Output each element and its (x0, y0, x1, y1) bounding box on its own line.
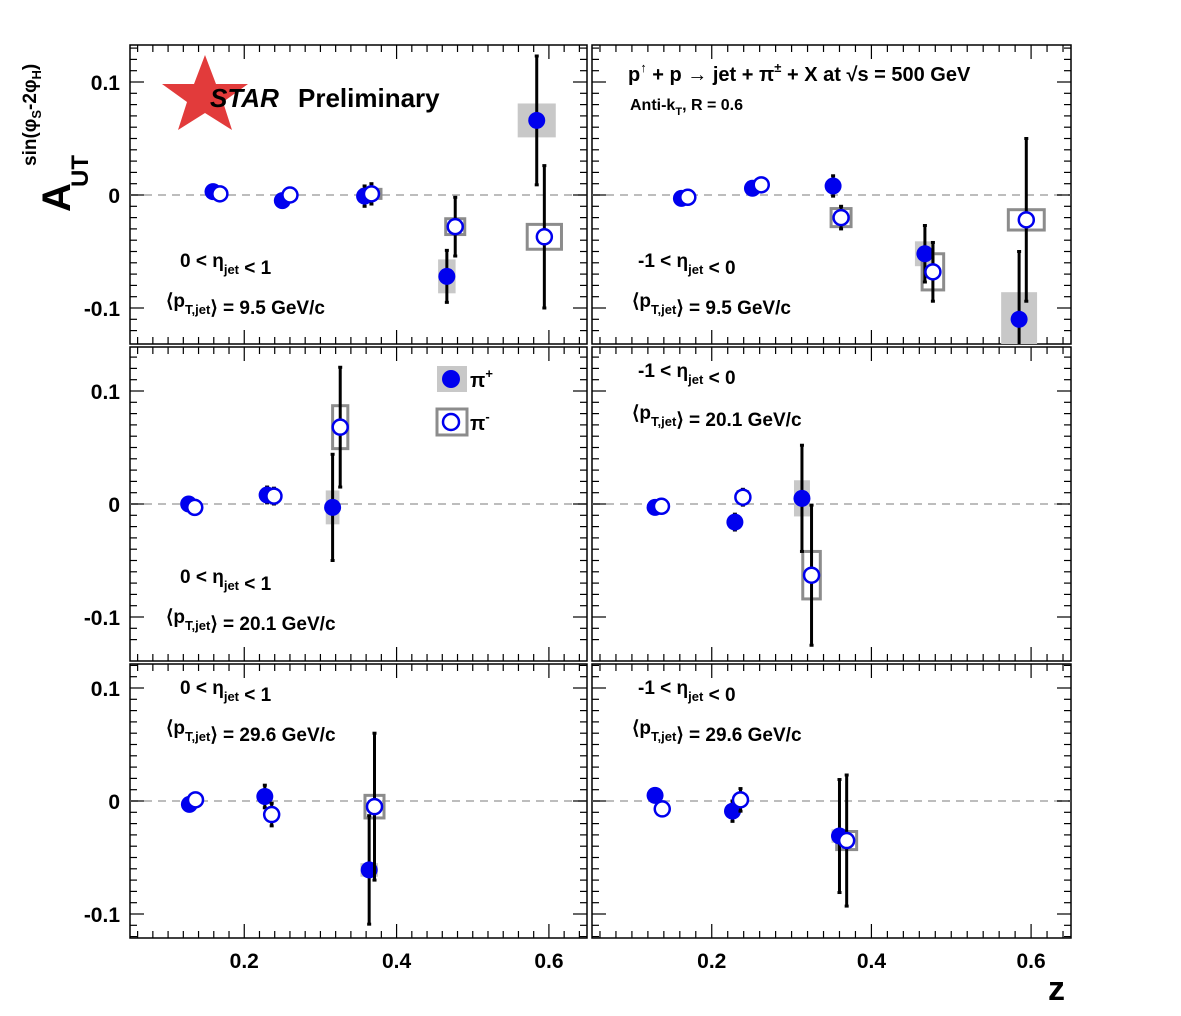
x-tick-label: 0.6 (534, 950, 563, 973)
point-pi-minus (679, 188, 697, 207)
point-pi-plus (324, 498, 342, 516)
pt-label: ⟨pT,jet⟩ = 29.6 GeV/c (166, 718, 336, 746)
panel-2-0: -0.1 0 0.1 0.2 0.4 0.6 0 < ηjet < 1 ⟨pT,jet⟩ = … (84, 663, 588, 973)
eta-range-label: 0 < ηjet < 1 (180, 251, 272, 279)
x-tick-label: 0.6 (1016, 950, 1045, 973)
eta-range-label: 0 < ηjet < 1 (180, 567, 272, 595)
point-pi-minus (535, 228, 554, 246)
y-tick-label: 0.1 (91, 72, 121, 95)
star-preliminary-watermark: STAR Preliminary (162, 55, 440, 130)
point-pi-minus (185, 498, 204, 517)
x-tick-label: 0.2 (230, 950, 259, 973)
point-pi-minus (652, 497, 671, 516)
point-pi-plus (793, 489, 811, 507)
y-axis-title: A UT sin(φS-2φH) (20, 64, 94, 212)
eta-range-label: -1 < ηjet < 0 (638, 678, 736, 706)
star-logo-icon (162, 55, 248, 130)
point-pi-minus (802, 566, 821, 584)
data-group (180, 365, 350, 562)
point-pi-plus (256, 787, 274, 805)
pt-label: ⟨pT,jet⟩ = 20.1 GeV/c (166, 607, 336, 635)
data-group (646, 443, 822, 647)
point-pi-minus (362, 185, 381, 203)
point-pi-plus (916, 245, 934, 263)
y-tick-label: 0 (108, 791, 120, 814)
point-pi-minus (186, 791, 205, 809)
point-pi-minus (752, 176, 770, 194)
point-pi-minus (924, 263, 942, 281)
eta-range-label: -1 < ηjet < 0 (638, 361, 736, 389)
point-pi-minus (211, 185, 229, 203)
point-pi-plus (1010, 310, 1028, 328)
point-pi-plus (726, 513, 744, 531)
point-pi-minus (265, 487, 283, 505)
eta-range-label: -1 < ηjet < 0 (638, 251, 736, 279)
svg-text:A: A (35, 183, 79, 212)
y-tick-label: 0 (108, 494, 120, 517)
x-tick-label: 0.4 (382, 950, 412, 973)
data-group (180, 731, 386, 926)
legend-marker-pi-minus (441, 412, 461, 432)
algo-label: Anti-kT, R = 0.6 (630, 97, 743, 118)
point-pi-plus (824, 177, 842, 195)
point-pi-minus (331, 418, 349, 436)
pt-label: ⟨pT,jet⟩ = 9.5 GeV/c (166, 291, 325, 319)
panel-1-0: -0.1 0 0.1 0 < ηjet < 1 ⟨pT,jet⟩ = 20.1 GeV/… (84, 346, 588, 662)
y-tick-label: -0.1 (84, 904, 121, 927)
y-tick-label: -0.1 (84, 607, 121, 630)
y-tick-label: -0.1 (84, 298, 121, 321)
svg-text:p↑ + p → jet + π± + X at √s =: p↑ + p → jet + π± + X at √s = 500 GeV (628, 60, 971, 86)
point-pi-minus (731, 791, 750, 809)
point-pi-minus (837, 831, 856, 850)
y-tick-label: 0 (108, 185, 120, 208)
point-pi-minus (365, 797, 384, 816)
x-axis-title: z (1048, 970, 1065, 1008)
point-pi-minus (1017, 211, 1036, 229)
point-pi-minus (281, 186, 299, 204)
panel-0-1: -1 < ηjet < 0 ⟨pT,jet⟩ = 9.5 GeV/c (591, 44, 1072, 345)
pt-label: ⟨pT,jet⟩ = 29.6 GeV/c (632, 718, 802, 746)
x-tick-label: 0.2 (697, 950, 726, 973)
panel-1-1: -1 < ηjet < 0 ⟨pT,jet⟩ = 20.1 GeV/c (591, 346, 1072, 662)
panels-group: -0.1 0 0.1 0 < ηjet < 1 ⟨pT,jet⟩ = 9.5 GeV/c… (84, 44, 1072, 973)
y-axis-title-sup: sin(φS-2φH) (20, 64, 44, 166)
data-group (204, 54, 563, 310)
point-pi-minus (446, 217, 464, 236)
preliminary-word: Preliminary (298, 83, 440, 113)
pt-label: ⟨pT,jet⟩ = 20.1 GeV/c (632, 403, 802, 431)
point-pi-plus (528, 111, 546, 129)
point-pi-minus (262, 805, 281, 824)
x-tick-label: 0.4 (857, 950, 887, 973)
data-group (646, 773, 859, 908)
point-pi-minus (734, 488, 752, 506)
process-label: p↑ + p → jet + π± + X at √s = 500 GeV An… (628, 60, 971, 118)
legend-swatch-pi-minus (435, 407, 469, 437)
y-axis-title-sub: UT (67, 155, 94, 187)
pt-label: ⟨pT,jet⟩ = 9.5 GeV/c (632, 291, 791, 319)
panel-2-1: 0.2 0.4 0.6 -1 < ηjet < 0 ⟨pT,jet⟩ = 29.6 Ge… (591, 663, 1072, 973)
legend: π+ π- (435, 366, 493, 437)
y-tick-label: 0.1 (91, 678, 121, 701)
eta-range-label: 0 < ηjet < 1 (180, 678, 272, 706)
y-tick-label: 0.1 (91, 381, 121, 404)
legend-marker-pi-plus (442, 370, 460, 388)
legend-label-pi-minus: π- (470, 409, 490, 435)
point-pi-minus (832, 208, 850, 227)
point-pi-plus (646, 786, 664, 804)
star-word: STAR (210, 83, 279, 113)
point-pi-minus (653, 800, 672, 818)
point-pi-plus (438, 267, 456, 285)
data-group (672, 137, 1046, 344)
